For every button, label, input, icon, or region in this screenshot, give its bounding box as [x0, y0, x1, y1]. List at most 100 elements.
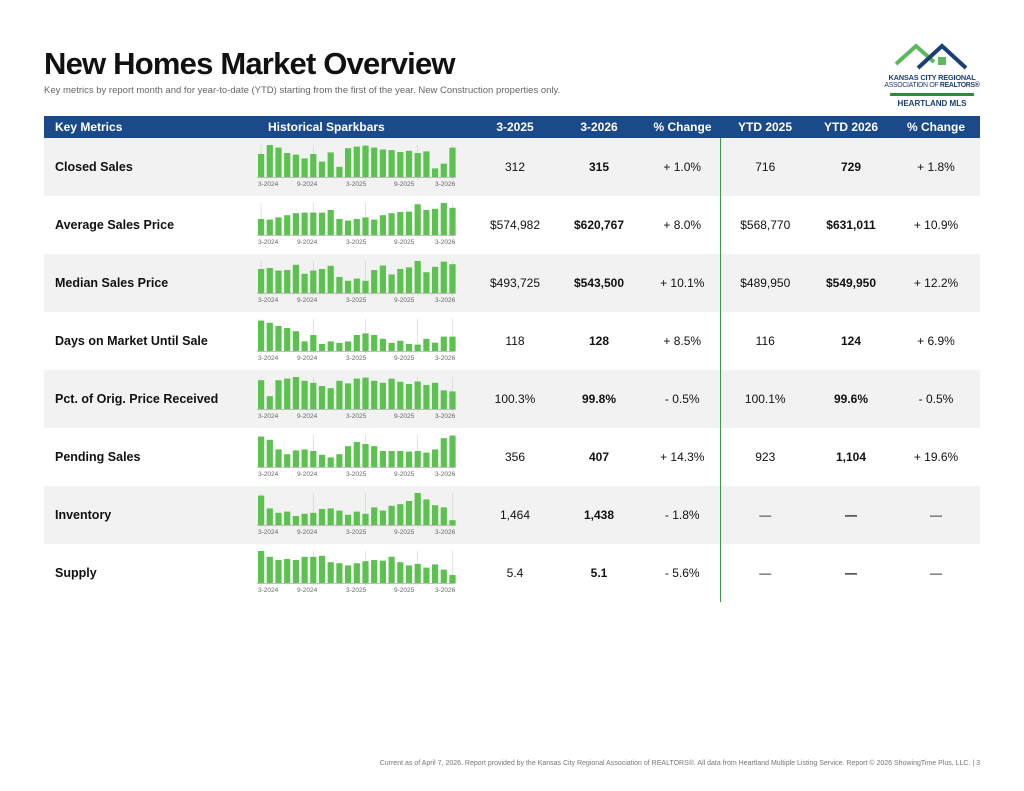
sparkbar [318, 509, 326, 525]
value-ytd-2025: 716 [719, 138, 810, 196]
sparkbar-date-label: 9-2025 [394, 471, 415, 478]
sparkbar [432, 505, 439, 525]
sparkbar [397, 212, 404, 235]
sparkbar-date-label: 3-2026 [435, 355, 456, 362]
sparkbar [388, 556, 395, 583]
sparkbar [362, 145, 369, 177]
sparkbar [275, 326, 282, 351]
sparkbar [353, 219, 360, 235]
sparkbar [318, 454, 326, 467]
sparkbar [449, 207, 456, 235]
value-3-2025: $493,725 [477, 254, 553, 312]
sparkbar-date-label: 3-2024 [258, 297, 279, 304]
value-pct-change: + 10.1% [645, 254, 720, 312]
house-roof-icon [894, 43, 968, 70]
sparkbar [345, 514, 352, 525]
sparkbar-date-label: 3-2026 [435, 181, 456, 188]
col-historical-sparkbars: Historical Sparkbars [257, 116, 477, 138]
sparkbar [318, 212, 326, 235]
sparkbar [414, 381, 421, 409]
value-3-2025: 1,464 [477, 486, 553, 544]
sparkbar [379, 265, 386, 293]
sparkbar-chart: 3-2024 9-2024 3-2025 9-2025 3-2026 [257, 493, 456, 536]
sparkbar [258, 380, 265, 409]
sparkbar-date-label: 9-2024 [297, 587, 318, 594]
sparkbar [327, 152, 334, 177]
sparkbar [336, 343, 343, 351]
sparkbar [423, 338, 430, 351]
sparkbar [266, 439, 273, 467]
sparkbar-date-label: 3-2025 [346, 239, 367, 246]
sparkbar [266, 396, 273, 409]
sparkbar [310, 512, 317, 525]
sparkbar [327, 265, 334, 293]
sparkbar [336, 510, 343, 525]
sparkbar [336, 277, 343, 293]
logo-divider [890, 93, 974, 96]
page-subtitle: Key metrics by report month and for year… [44, 85, 561, 96]
sparkbar-cell: 3-2024 9-2024 3-2025 9-2025 3-2026 [257, 370, 477, 428]
sparkbar [275, 217, 282, 235]
sparkbar [440, 163, 447, 177]
sparkbar [379, 560, 386, 583]
sparkbar-date-label: 3-2025 [346, 587, 367, 594]
sparkbar [258, 551, 265, 583]
sparkbar-date-label: 9-2024 [297, 413, 318, 420]
sparkbar [310, 335, 317, 351]
sparkbar [449, 391, 456, 409]
value-pct-change: + 8.5% [645, 312, 720, 370]
sparkbar [292, 213, 299, 235]
table-row: Pct. of Orig. Price Received 3-2024 9-202… [44, 370, 980, 428]
sparkbar [388, 378, 395, 409]
sparkbar-chart: 3-2024 9-2024 3-2025 9-2025 3-2026 [257, 551, 456, 594]
value-ytd-pct-change: — [892, 544, 980, 602]
sparkbar [371, 446, 378, 467]
col-3-2026: 3-2026 [553, 116, 645, 138]
sparkbar [258, 269, 265, 293]
sparkbar [266, 508, 273, 525]
sparkbar [345, 565, 352, 583]
value-ytd-pct-change: — [892, 486, 980, 544]
sparkbar [310, 382, 317, 409]
sparkbar [327, 210, 334, 235]
sparkbar-date-label: 3-2025 [346, 181, 367, 188]
logo-line-2-prefix: ASSOCIATION OF [884, 82, 939, 89]
value-pct-change: + 8.0% [645, 196, 720, 254]
sparkbar [379, 215, 386, 235]
sparkbar [440, 390, 447, 409]
value-3-2025: 356 [477, 428, 553, 486]
sparkbar [292, 516, 299, 525]
sparkbar [362, 561, 369, 583]
sparkbar-date-label: 9-2024 [297, 239, 318, 246]
sparkbar [371, 560, 378, 583]
value-pct-change: - 0.5% [645, 370, 720, 428]
sparkbar [258, 219, 265, 235]
metric-name: Days on Market Until Sale [44, 312, 257, 370]
sparkbar [379, 338, 386, 351]
value-3-2025: 100.3% [477, 370, 553, 428]
sparkbar-date-label: 9-2025 [394, 355, 415, 362]
value-ytd-pct-change: + 1.8% [892, 138, 980, 196]
sparkbar [432, 208, 439, 235]
sparkbar [388, 213, 395, 235]
sparkbar [327, 388, 334, 409]
sparkbar [432, 168, 439, 177]
sparkbar [292, 331, 299, 351]
sparkbar [449, 147, 456, 177]
sparkbar [284, 153, 291, 177]
sparkbar [405, 565, 413, 583]
metric-name: Supply [44, 544, 257, 602]
metric-name: Pct. of Orig. Price Received [44, 370, 257, 428]
sparkbar [275, 560, 282, 583]
sparkbar [414, 204, 421, 235]
sparkbar [336, 166, 343, 177]
sparkbar-date-label: 3-2024 [258, 413, 279, 420]
sparkbar [353, 378, 360, 409]
sparkbar [292, 154, 299, 177]
sparkbar-date-label: 9-2025 [394, 587, 415, 594]
sparkbar-date-label: 9-2025 [394, 239, 415, 246]
sparkbar-chart: 3-2024 9-2024 3-2025 9-2025 3-2026 [257, 145, 456, 188]
metric-name: Pending Sales [44, 428, 257, 486]
sparkbar [379, 510, 386, 525]
sparkbar [258, 436, 265, 467]
